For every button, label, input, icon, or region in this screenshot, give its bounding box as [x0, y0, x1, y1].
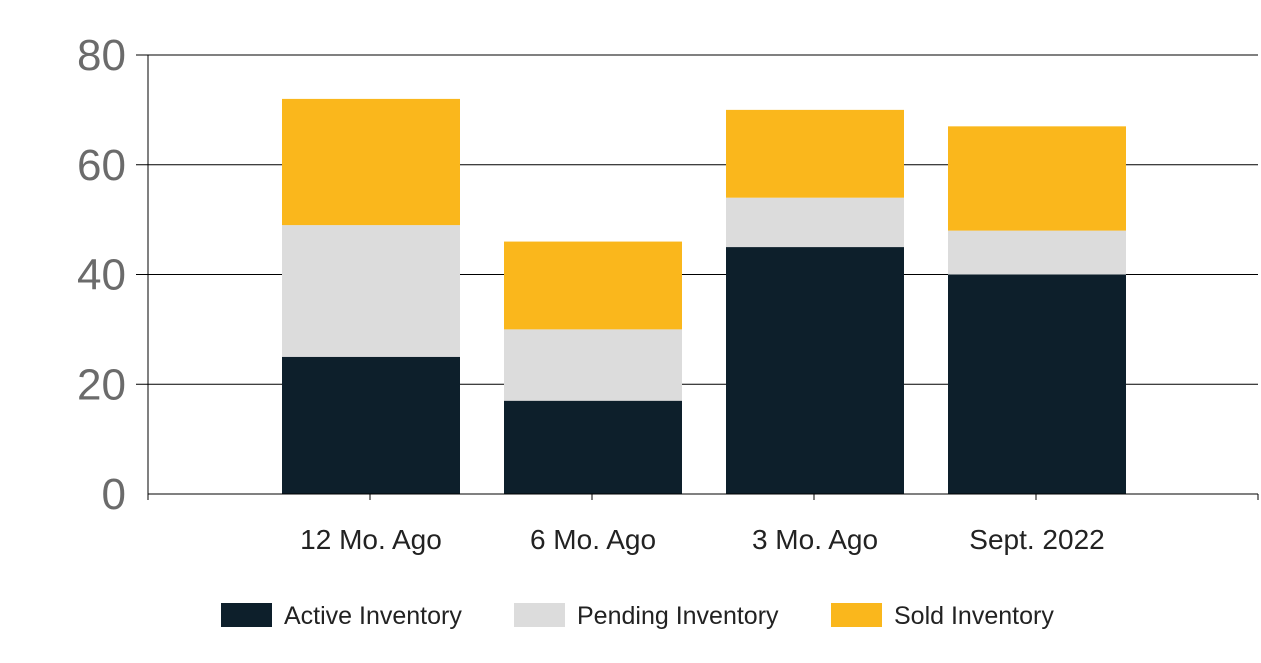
bar-pending-inventory	[504, 329, 682, 401]
legend-label: Sold Inventory	[894, 602, 1054, 630]
legend: Active Inventory Pending Inventory Sold In…	[221, 602, 1054, 630]
legend-label: Pending Inventory	[577, 602, 779, 630]
bar-pending-inventory	[726, 197, 904, 248]
y-tick-label: 40	[77, 251, 126, 300]
bar-sold-inventory	[726, 109, 904, 198]
x-tick-label: 6 Mo. Ago	[530, 524, 656, 555]
bar-active-inventory	[726, 247, 904, 494]
y-axis-ticks: 0 20 40 60 80	[77, 31, 126, 519]
x-tick-label: 12 Mo. Ago	[300, 524, 442, 555]
bar-active-inventory	[504, 400, 682, 494]
bar-sold-inventory	[948, 126, 1126, 231]
bar-sold-inventory	[282, 98, 460, 226]
bar-active-inventory	[282, 356, 460, 494]
y-tick-label: 0	[102, 470, 126, 519]
x-tick-label: 3 Mo. Ago	[752, 524, 878, 555]
legend-swatch	[221, 603, 272, 627]
y-tick-label: 80	[77, 31, 126, 80]
bar-active-inventory	[948, 274, 1126, 494]
legend-swatch	[514, 603, 565, 627]
bars	[282, 98, 1126, 494]
axes	[147, 55, 1259, 500]
legend-swatch	[831, 603, 882, 627]
legend-label: Active Inventory	[284, 602, 462, 630]
bar-pending-inventory	[282, 225, 460, 357]
bar-pending-inventory	[948, 230, 1126, 275]
x-tick-label: Sept. 2022	[969, 524, 1104, 555]
x-axis-ticks: 12 Mo. Ago 6 Mo. Ago 3 Mo. Ago Sept. 2022	[300, 524, 1105, 555]
y-tick-label: 20	[77, 360, 126, 409]
bar-sold-inventory	[504, 241, 682, 330]
y-tick-label: 60	[77, 141, 126, 190]
